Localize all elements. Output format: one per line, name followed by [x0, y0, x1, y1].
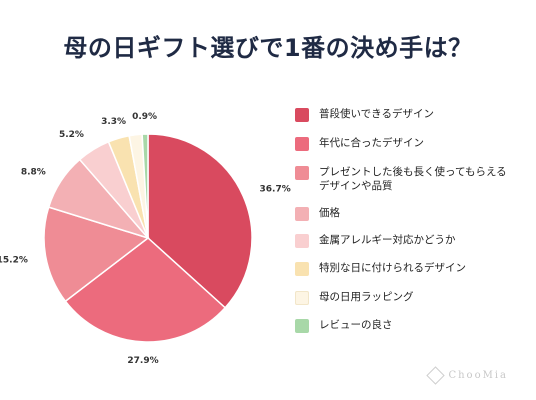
slice-value-label: 8.8%	[21, 167, 46, 177]
legend-swatch	[295, 207, 309, 221]
slice-value-label: 27.9%	[127, 356, 158, 366]
legend-swatch	[295, 108, 309, 122]
legend-swatch	[295, 291, 309, 305]
legend-label: プレゼントした後も長く使ってもらえる デザインや品質	[319, 166, 507, 192]
legend-swatch	[295, 262, 309, 276]
slice-value-label: 0.9%	[132, 112, 157, 122]
brand-name: ChooMia	[448, 370, 508, 381]
legend-label: 金属アレルギー対応かどうか	[319, 234, 456, 246]
legend-label: 年代に合ったデザイン	[319, 137, 424, 149]
legend-label: 普段使いできるデザイン	[319, 108, 434, 120]
pie-slice-1	[147, 133, 253, 309]
pie-slice-2	[64, 237, 227, 343]
legend-swatch	[295, 234, 309, 248]
legend-label: 特別な日に付けられるデザイン	[319, 262, 466, 274]
slice-value-label: 36.7%	[260, 184, 291, 194]
legend-item: 金属アレルギー対応かどうか	[295, 233, 524, 248]
legend-item: プレゼントした後も長く使ってもらえる デザインや品質	[295, 165, 524, 193]
legend-item: レビューの良さ	[295, 318, 524, 333]
legend-label: 価格	[319, 207, 340, 219]
diamond-logo-icon	[426, 366, 446, 385]
brand-logo: ChooMia	[426, 366, 508, 385]
legend-label: レビューの良さ	[319, 319, 393, 331]
legend-item: 普段使いできるデザイン	[295, 107, 524, 122]
legend-item: 年代に合ったデザイン	[295, 136, 524, 151]
legend-swatch	[295, 166, 309, 180]
slice-value-label: 5.2%	[59, 130, 84, 140]
pie-slice-8	[141, 133, 149, 239]
legend-swatch	[295, 319, 309, 333]
slice-value-label: 15.2%	[0, 255, 28, 265]
chart-title: 母の日ギフト選びで1番の決め手は？	[63, 34, 473, 62]
legend-swatch	[295, 137, 309, 151]
legend-item: 母の日用ラッピング	[295, 290, 524, 305]
legend-label: 母の日用ラッピング	[319, 291, 414, 303]
legend-item: 価格	[295, 206, 524, 221]
slice-value-label: 3.3%	[101, 117, 126, 127]
legend-item: 特別な日に付けられるデザイン	[295, 261, 524, 276]
